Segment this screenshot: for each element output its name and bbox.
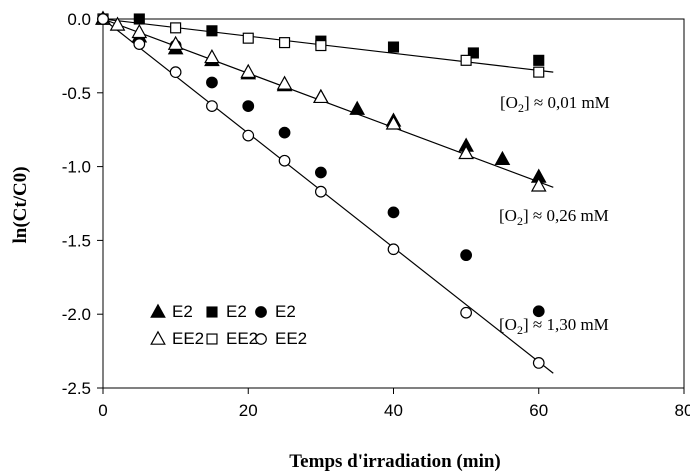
data-point-ee2-triangle (458, 144, 474, 160)
data-point-e2-square (133, 13, 145, 25)
x-axis-title: Temps d'irradiation (min) (289, 451, 501, 472)
data-point-ee2-circle (532, 357, 545, 369)
legend-marker (255, 333, 267, 345)
legend-marker (150, 303, 166, 318)
legend-label: E2 (275, 302, 296, 321)
legend-label: EE2 (226, 329, 258, 348)
data-point-ee2-circle (206, 100, 218, 112)
legend-marker (206, 333, 218, 345)
data-point-e2-circle (460, 249, 473, 262)
data-point-e2-triangle (494, 150, 511, 166)
data-point-e2-circle (532, 305, 545, 318)
legend-marker (150, 330, 166, 345)
legend-marker (255, 306, 267, 318)
y-tick-label: -2.0 (62, 305, 91, 324)
x-tick-label: 60 (529, 401, 548, 420)
data-point-ee2-triangle (385, 115, 402, 130)
data-point-e2-square (387, 41, 400, 53)
y-tick-label: -2.5 (62, 379, 91, 398)
data-point-ee2-square (460, 54, 472, 66)
x-tick-label: 20 (239, 401, 258, 420)
data-point-ee2-circle (314, 185, 327, 198)
data-point-e2-circle (242, 100, 255, 112)
y-axis-title: ln(Ct/C0) (10, 166, 31, 243)
data-point-e2-circle (314, 166, 327, 179)
data-point-ee2-triangle (109, 16, 126, 31)
oxygen-concentration-label: [O2] ≈ 0,01 mM (500, 93, 610, 115)
y-tick-label: -1.0 (62, 158, 91, 177)
data-point-e2-square (533, 54, 545, 66)
data-point-ee2-triangle (276, 75, 293, 90)
legend-label: E2 (172, 302, 193, 321)
data-point-e2-square (467, 47, 479, 59)
data-point-e2-square (206, 25, 218, 37)
data-point-ee2-square (315, 40, 327, 52)
legend-label: EE2 (275, 329, 307, 348)
data-point-ee2-triangle (530, 177, 547, 192)
oxygen-concentration-label: [O2] ≈ 1,30 mM (499, 315, 609, 337)
data-point-ee2-square (242, 32, 254, 44)
data-point-ee2-square (279, 37, 291, 49)
data-point-ee2-triangle (204, 48, 220, 64)
x-tick-label: 40 (384, 401, 403, 420)
data-point-ee2-circle (278, 154, 291, 167)
data-point-e2-triangle (349, 100, 366, 115)
data-point-ee2-circle (387, 243, 400, 256)
y-tick-label: -0.5 (62, 84, 91, 103)
y-tick-label: -1.5 (62, 231, 91, 250)
data-point-ee2-circle (242, 129, 255, 142)
fit-line (102, 18, 554, 374)
data-point-ee2-circle (169, 66, 182, 79)
data-point-e2-circle (387, 206, 400, 219)
data-point-e2-circle (278, 126, 291, 139)
data-point-ee2-triangle (131, 23, 148, 39)
y-tick-label: 0.0 (67, 10, 91, 29)
legend-label: EE2 (172, 329, 204, 348)
data-point-ee2-triangle (240, 63, 257, 78)
data-point-ee2-triangle (313, 88, 329, 104)
data-point-ee2-circle (97, 13, 109, 25)
data-point-ee2-circle (133, 38, 146, 50)
data-point-ee2-triangle (167, 35, 184, 50)
data-point-ee2-square (533, 66, 545, 78)
oxygen-concentration-label: [O2] ≈ 0,26 mM (499, 206, 609, 228)
x-tick-label: 80 (675, 401, 690, 420)
data-point-ee2-square (170, 22, 182, 34)
data-point-e2-circle (206, 76, 218, 89)
legend-marker (206, 306, 218, 318)
data-point-ee2-circle (460, 306, 473, 319)
legend-label: E2 (226, 302, 247, 321)
x-tick-label: 0 (98, 401, 107, 420)
